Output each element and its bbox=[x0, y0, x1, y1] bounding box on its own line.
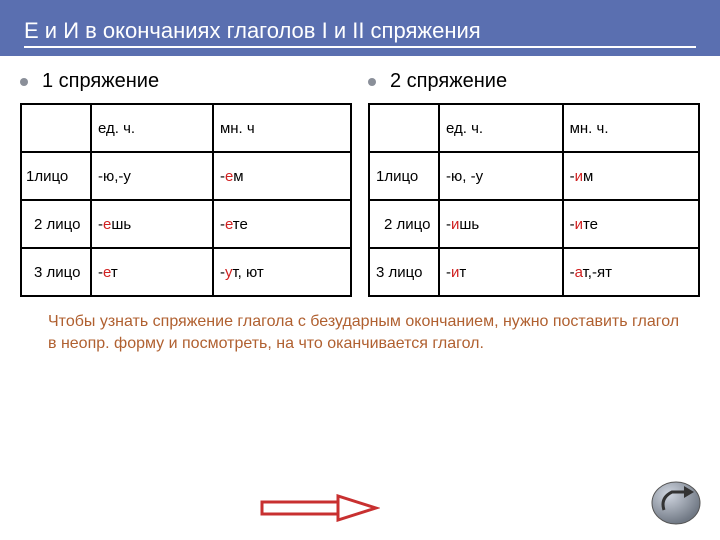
th-blank bbox=[21, 104, 91, 152]
bullet-icon bbox=[368, 78, 376, 86]
table-row: 1лицо -ю,-у -ем bbox=[21, 152, 351, 200]
table-conjugation-2: ед. ч. мн. ч. 1лицо -ю, -у -им 2 лицо -и… bbox=[368, 103, 700, 297]
cell-sg: -ю,-у bbox=[91, 152, 213, 200]
cell-sg: -ишь bbox=[439, 200, 563, 248]
th-plural: мн. ч. bbox=[563, 104, 699, 152]
cell-sg: -ешь bbox=[91, 200, 213, 248]
cell-pl: -ете bbox=[213, 200, 351, 248]
page-title: Е и И в окончаниях глаголов I и II спряж… bbox=[24, 18, 696, 44]
cell-sg: -ет bbox=[91, 248, 213, 296]
cell-pl: -ите bbox=[563, 200, 699, 248]
cell-person: 1лицо bbox=[369, 152, 439, 200]
note-text: Чтобы узнать спряжение глагола с безудар… bbox=[0, 307, 720, 354]
col-title-2-text: 2 спряжение bbox=[390, 70, 507, 92]
th-singular: ед. ч. bbox=[439, 104, 563, 152]
th-blank bbox=[369, 104, 439, 152]
th-plural: мн. ч bbox=[213, 104, 351, 152]
cell-sg: -ит bbox=[439, 248, 563, 296]
th-singular: ед. ч. bbox=[91, 104, 213, 152]
table-header-row: ед. ч. мн. ч. bbox=[369, 104, 699, 152]
col-title-2: 2 спряжение bbox=[368, 70, 700, 93]
col-title-1-text: 1 спряжение bbox=[42, 70, 159, 92]
bullet-icon bbox=[20, 78, 28, 86]
table-row: 3 лицо -ит -ат,-ят bbox=[369, 248, 699, 296]
cell-person: 3 лицо bbox=[369, 248, 439, 296]
cell-person: 1лицо bbox=[21, 152, 91, 200]
header: Е и И в окончаниях глаголов I и II спряж… bbox=[0, 0, 720, 56]
cell-sg: -ю, -у bbox=[439, 152, 563, 200]
cell-pl: -им bbox=[563, 152, 699, 200]
table-conjugation-1: ед. ч. мн. ч 1лицо -ю,-у -ем 2 лицо -ешь… bbox=[20, 103, 352, 297]
col-conjugation-1: 1 спряжение ед. ч. мн. ч 1лицо -ю,-у -ем… bbox=[20, 70, 352, 297]
col-conjugation-2: 2 спряжение ед. ч. мн. ч. 1лицо -ю, -у -… bbox=[368, 70, 700, 297]
col-title-1: 1 спряжение bbox=[20, 70, 352, 93]
cell-pl: -ут, ют bbox=[213, 248, 351, 296]
return-button-icon[interactable] bbox=[650, 480, 702, 526]
table-header-row: ед. ч. мн. ч bbox=[21, 104, 351, 152]
slide: Е и И в окончаниях глаголов I и II спряж… bbox=[0, 0, 720, 540]
table-row: 1лицо -ю, -у -им bbox=[369, 152, 699, 200]
table-row: 2 лицо -ишь -ите bbox=[369, 200, 699, 248]
cell-person: 2 лицо bbox=[369, 200, 439, 248]
cell-person: 2 лицо bbox=[21, 200, 91, 248]
cell-pl: -ат,-ят bbox=[563, 248, 699, 296]
arrow-right-icon bbox=[260, 494, 380, 522]
content: 1 спряжение ед. ч. мн. ч 1лицо -ю,-у -ем… bbox=[0, 56, 720, 307]
table-row: 3 лицо -ет -ут, ют bbox=[21, 248, 351, 296]
cell-person: 3 лицо bbox=[21, 248, 91, 296]
header-rule bbox=[24, 46, 696, 48]
cell-pl: -ем bbox=[213, 152, 351, 200]
table-row: 2 лицо -ешь -ете bbox=[21, 200, 351, 248]
